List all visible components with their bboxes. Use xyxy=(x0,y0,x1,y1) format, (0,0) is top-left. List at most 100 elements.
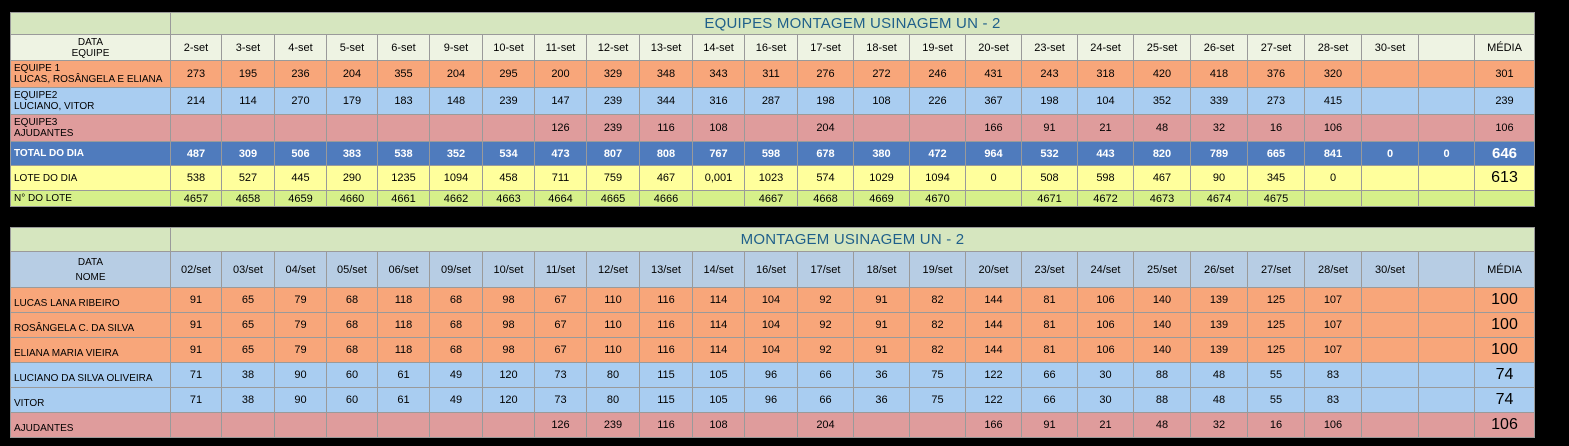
value-cell[interactable]: 110 xyxy=(586,337,640,363)
date-header[interactable]: 23-set xyxy=(1021,34,1078,61)
value-cell[interactable]: 114 xyxy=(692,312,745,338)
value-cell[interactable]: 104 xyxy=(1077,87,1134,115)
value-cell[interactable]: 115 xyxy=(639,387,693,413)
value-cell[interactable]: 96 xyxy=(744,387,798,413)
value-cell[interactable]: 0,001 xyxy=(692,165,745,191)
value-cell[interactable]: 239 xyxy=(586,87,640,115)
value-cell[interactable]: 598 xyxy=(1077,165,1134,191)
value-cell[interactable]: 1094 xyxy=(909,165,966,191)
value-cell[interactable]: 82 xyxy=(909,287,966,313)
value-cell[interactable]: 108 xyxy=(692,412,745,438)
value-cell[interactable] xyxy=(965,190,1022,207)
value-cell[interactable] xyxy=(1361,114,1419,142)
value-cell[interactable]: 98 xyxy=(482,287,535,313)
value-cell[interactable] xyxy=(909,412,966,438)
value-cell[interactable] xyxy=(1361,362,1419,388)
value-cell[interactable] xyxy=(1418,312,1475,338)
value-cell[interactable]: 118 xyxy=(377,312,430,338)
team-label[interactable]: EQUIPE 1 LUCAS, ROSÂNGELA E ELIANA xyxy=(10,60,171,88)
value-cell[interactable] xyxy=(221,412,275,438)
value-cell[interactable]: 55 xyxy=(1247,387,1305,413)
value-cell[interactable] xyxy=(1361,337,1419,363)
value-cell[interactable]: 116 xyxy=(639,287,693,313)
total-label[interactable]: TOTAL DO DIA xyxy=(10,141,171,166)
value-cell[interactable]: 88 xyxy=(1133,362,1191,388)
value-cell[interactable]: 383 xyxy=(326,141,378,166)
value-cell[interactable]: 140 xyxy=(1133,337,1191,363)
value-cell[interactable]: 598 xyxy=(744,141,798,166)
value-cell[interactable]: 79 xyxy=(274,312,327,338)
value-cell[interactable]: 144 xyxy=(965,312,1022,338)
value-cell[interactable] xyxy=(377,114,430,142)
value-cell[interactable]: 767 xyxy=(692,141,745,166)
person-name[interactable]: LUCIANO DA SILVA OLIVEIRA xyxy=(10,362,171,388)
value-cell[interactable]: 147 xyxy=(534,87,587,115)
date-header[interactable]: 28-set xyxy=(1304,34,1362,61)
value-cell[interactable]: 75 xyxy=(909,387,966,413)
team-label[interactable]: EQUIPE3 AJUDANTES xyxy=(10,114,171,142)
value-cell[interactable]: 110 xyxy=(586,287,640,313)
value-cell[interactable]: 65 xyxy=(221,312,275,338)
person-name[interactable]: VITOR xyxy=(10,387,171,413)
value-cell[interactable] xyxy=(1304,190,1362,207)
value-cell[interactable]: 60 xyxy=(326,387,378,413)
average-cell[interactable]: 106 xyxy=(1474,412,1535,438)
person-name[interactable]: ELIANA MARIA VIEIRA xyxy=(10,337,171,363)
value-cell[interactable]: 116 xyxy=(639,114,693,142)
value-cell[interactable]: 83 xyxy=(1304,362,1362,388)
value-cell[interactable]: 964 xyxy=(965,141,1022,166)
value-cell[interactable]: 144 xyxy=(965,337,1022,363)
value-cell[interactable]: 91 xyxy=(170,287,222,313)
value-cell[interactable]: 200 xyxy=(534,60,587,88)
value-cell[interactable] xyxy=(1418,362,1475,388)
value-cell[interactable]: 4669 xyxy=(853,190,910,207)
value-cell[interactable]: 140 xyxy=(1133,287,1191,313)
value-cell[interactable]: 114 xyxy=(692,337,745,363)
date-header[interactable]: 14-set xyxy=(692,34,745,61)
value-cell[interactable] xyxy=(326,412,378,438)
date-header[interactable]: 03/set xyxy=(221,251,275,288)
average-cell[interactable]: 301 xyxy=(1474,60,1535,88)
value-cell[interactable]: 66 xyxy=(1021,362,1078,388)
value-cell[interactable]: 329 xyxy=(586,60,640,88)
value-cell[interactable]: 355 xyxy=(377,60,430,88)
value-cell[interactable]: 116 xyxy=(639,312,693,338)
value-cell[interactable]: 67 xyxy=(534,337,587,363)
date-header[interactable]: 06/set xyxy=(377,251,430,288)
value-cell[interactable]: 506 xyxy=(274,141,327,166)
value-cell[interactable]: 343 xyxy=(692,60,745,88)
date-header[interactable]: 6-set xyxy=(377,34,430,61)
value-cell[interactable]: 345 xyxy=(1247,165,1305,191)
value-cell[interactable]: 243 xyxy=(1021,60,1078,88)
value-cell[interactable]: 239 xyxy=(482,87,535,115)
value-cell[interactable]: 48 xyxy=(1190,387,1248,413)
value-cell[interactable]: 81 xyxy=(1021,337,1078,363)
value-cell[interactable]: 367 xyxy=(965,87,1022,115)
date-header[interactable]: 3-set xyxy=(221,34,275,61)
value-cell[interactable]: 226 xyxy=(909,87,966,115)
date-header[interactable]: 12/set xyxy=(586,251,640,288)
date-header[interactable]: 11/set xyxy=(534,251,587,288)
value-cell[interactable]: 0 xyxy=(965,165,1022,191)
value-cell[interactable] xyxy=(429,412,483,438)
date-header[interactable]: 2-set xyxy=(170,34,222,61)
value-cell[interactable]: 239 xyxy=(586,114,640,142)
value-cell[interactable]: 120 xyxy=(482,362,535,388)
average-cell[interactable]: 100 xyxy=(1474,312,1535,338)
value-cell[interactable]: 68 xyxy=(429,337,483,363)
date-header[interactable]: 20-set xyxy=(965,34,1022,61)
value-cell[interactable]: 104 xyxy=(744,287,798,313)
value-cell[interactable] xyxy=(1361,190,1419,207)
value-cell[interactable]: 4662 xyxy=(429,190,483,207)
date-header[interactable]: 18-set xyxy=(853,34,910,61)
date-header[interactable]: 09/set xyxy=(429,251,483,288)
value-cell[interactable]: 126 xyxy=(534,412,587,438)
date-header[interactable]: 25/set xyxy=(1133,251,1191,288)
value-cell[interactable] xyxy=(482,114,535,142)
date-header[interactable]: 13/set xyxy=(639,251,693,288)
value-cell[interactable] xyxy=(853,114,910,142)
value-cell[interactable]: 473 xyxy=(534,141,587,166)
value-cell[interactable] xyxy=(482,412,535,438)
value-cell[interactable]: 290 xyxy=(326,165,378,191)
value-cell[interactable]: 21 xyxy=(1077,114,1134,142)
